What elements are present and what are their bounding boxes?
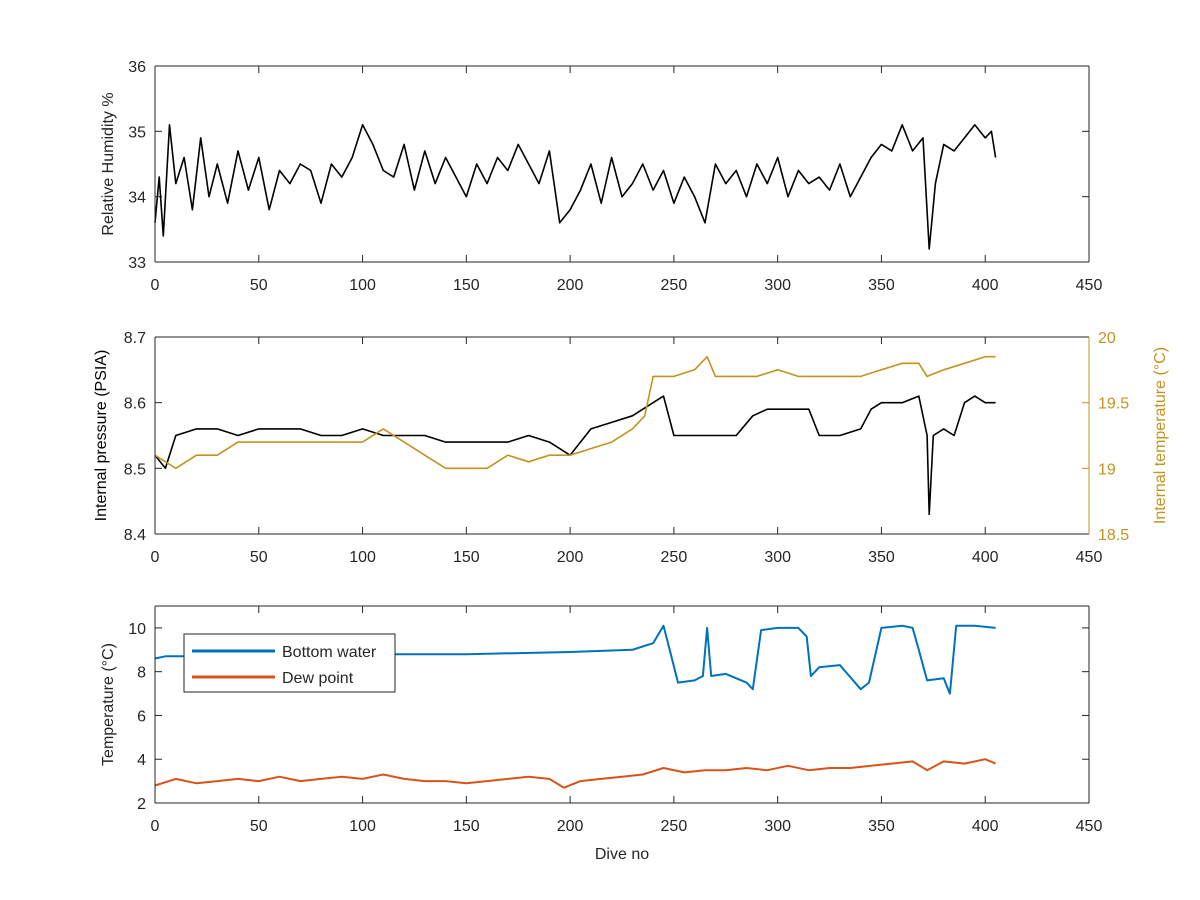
x-axis-label: Dive no <box>595 846 649 863</box>
x-tick-label: 450 <box>1076 277 1103 294</box>
x-tick-label: 250 <box>661 277 688 294</box>
x-tick-label: 150 <box>453 818 480 835</box>
y-tick-label: 10 <box>128 621 146 638</box>
x-tick-label: 350 <box>868 277 895 294</box>
x-tick-label: 400 <box>972 818 999 835</box>
bottom-water-series-line <box>154 624 996 695</box>
y2-tick-label: 20 <box>1098 330 1116 347</box>
y-tick-label: 33 <box>128 255 146 272</box>
y-tick-label: 8 <box>137 665 146 682</box>
x-tick-label: 100 <box>349 549 376 566</box>
y-tick-label: 8.5 <box>124 461 146 478</box>
dew-point-series-line <box>154 758 996 789</box>
y2-axis-label: Internal temperature (°C) <box>1152 347 1169 524</box>
x-tick-label: 200 <box>557 549 584 566</box>
x-tick-label: 50 <box>250 277 268 294</box>
x-tick-label: 200 <box>557 818 584 835</box>
internal-pressure-series-line <box>154 395 996 516</box>
y-tick-label: 36 <box>128 59 146 76</box>
y2-tick-label: 19.5 <box>1098 396 1129 413</box>
x-tick-label: 350 <box>868 818 895 835</box>
x-tick-label: 150 <box>453 549 480 566</box>
internal-temperature-series-line <box>154 355 996 470</box>
x-tick-label: 150 <box>453 277 480 294</box>
x-tick-label: 0 <box>151 818 160 835</box>
y-tick-label: 6 <box>137 708 146 725</box>
x-tick-label: 400 <box>972 277 999 294</box>
x-tick-label: 300 <box>764 818 791 835</box>
x-tick-label: 200 <box>557 277 584 294</box>
x-tick-label: 250 <box>661 549 688 566</box>
y-axis-label: Temperature (°C) <box>100 643 117 766</box>
y-axis-label: Relative Humidity % <box>100 92 117 235</box>
legend-entry: Dew point <box>282 670 354 687</box>
x-tick-label: 100 <box>349 277 376 294</box>
y-tick-label: 8.4 <box>124 527 146 544</box>
y-axis-label: Internal pressure (PSIA) <box>93 350 110 522</box>
y-tick-label: 4 <box>137 752 146 769</box>
x-tick-label: 50 <box>250 818 268 835</box>
y-tick-label: 35 <box>128 124 146 141</box>
x-tick-label: 100 <box>349 818 376 835</box>
x-tick-label: 450 <box>1076 549 1103 566</box>
y-tick-label: 8.7 <box>124 330 146 347</box>
x-tick-label: 250 <box>661 818 688 835</box>
y2-tick-label: 18.5 <box>1098 527 1129 544</box>
x-tick-label: 50 <box>250 549 268 566</box>
x-tick-label: 0 <box>151 277 160 294</box>
relative-humidity-series-line <box>154 124 997 250</box>
x-tick-label: 350 <box>868 549 895 566</box>
legend-box <box>183 633 396 693</box>
x-tick-label: 300 <box>764 549 791 566</box>
x-tick-label: 300 <box>764 277 791 294</box>
x-tick-label: 400 <box>972 549 999 566</box>
y-tick-label: 34 <box>128 190 146 207</box>
x-tick-label: 450 <box>1076 818 1103 835</box>
y-tick-label: 8.6 <box>124 396 146 413</box>
legend-entry: Bottom water <box>282 644 377 661</box>
y2-tick-label: 19 <box>1098 461 1116 478</box>
x-tick-label: 0 <box>151 549 160 566</box>
y-tick-label: 2 <box>137 796 146 813</box>
